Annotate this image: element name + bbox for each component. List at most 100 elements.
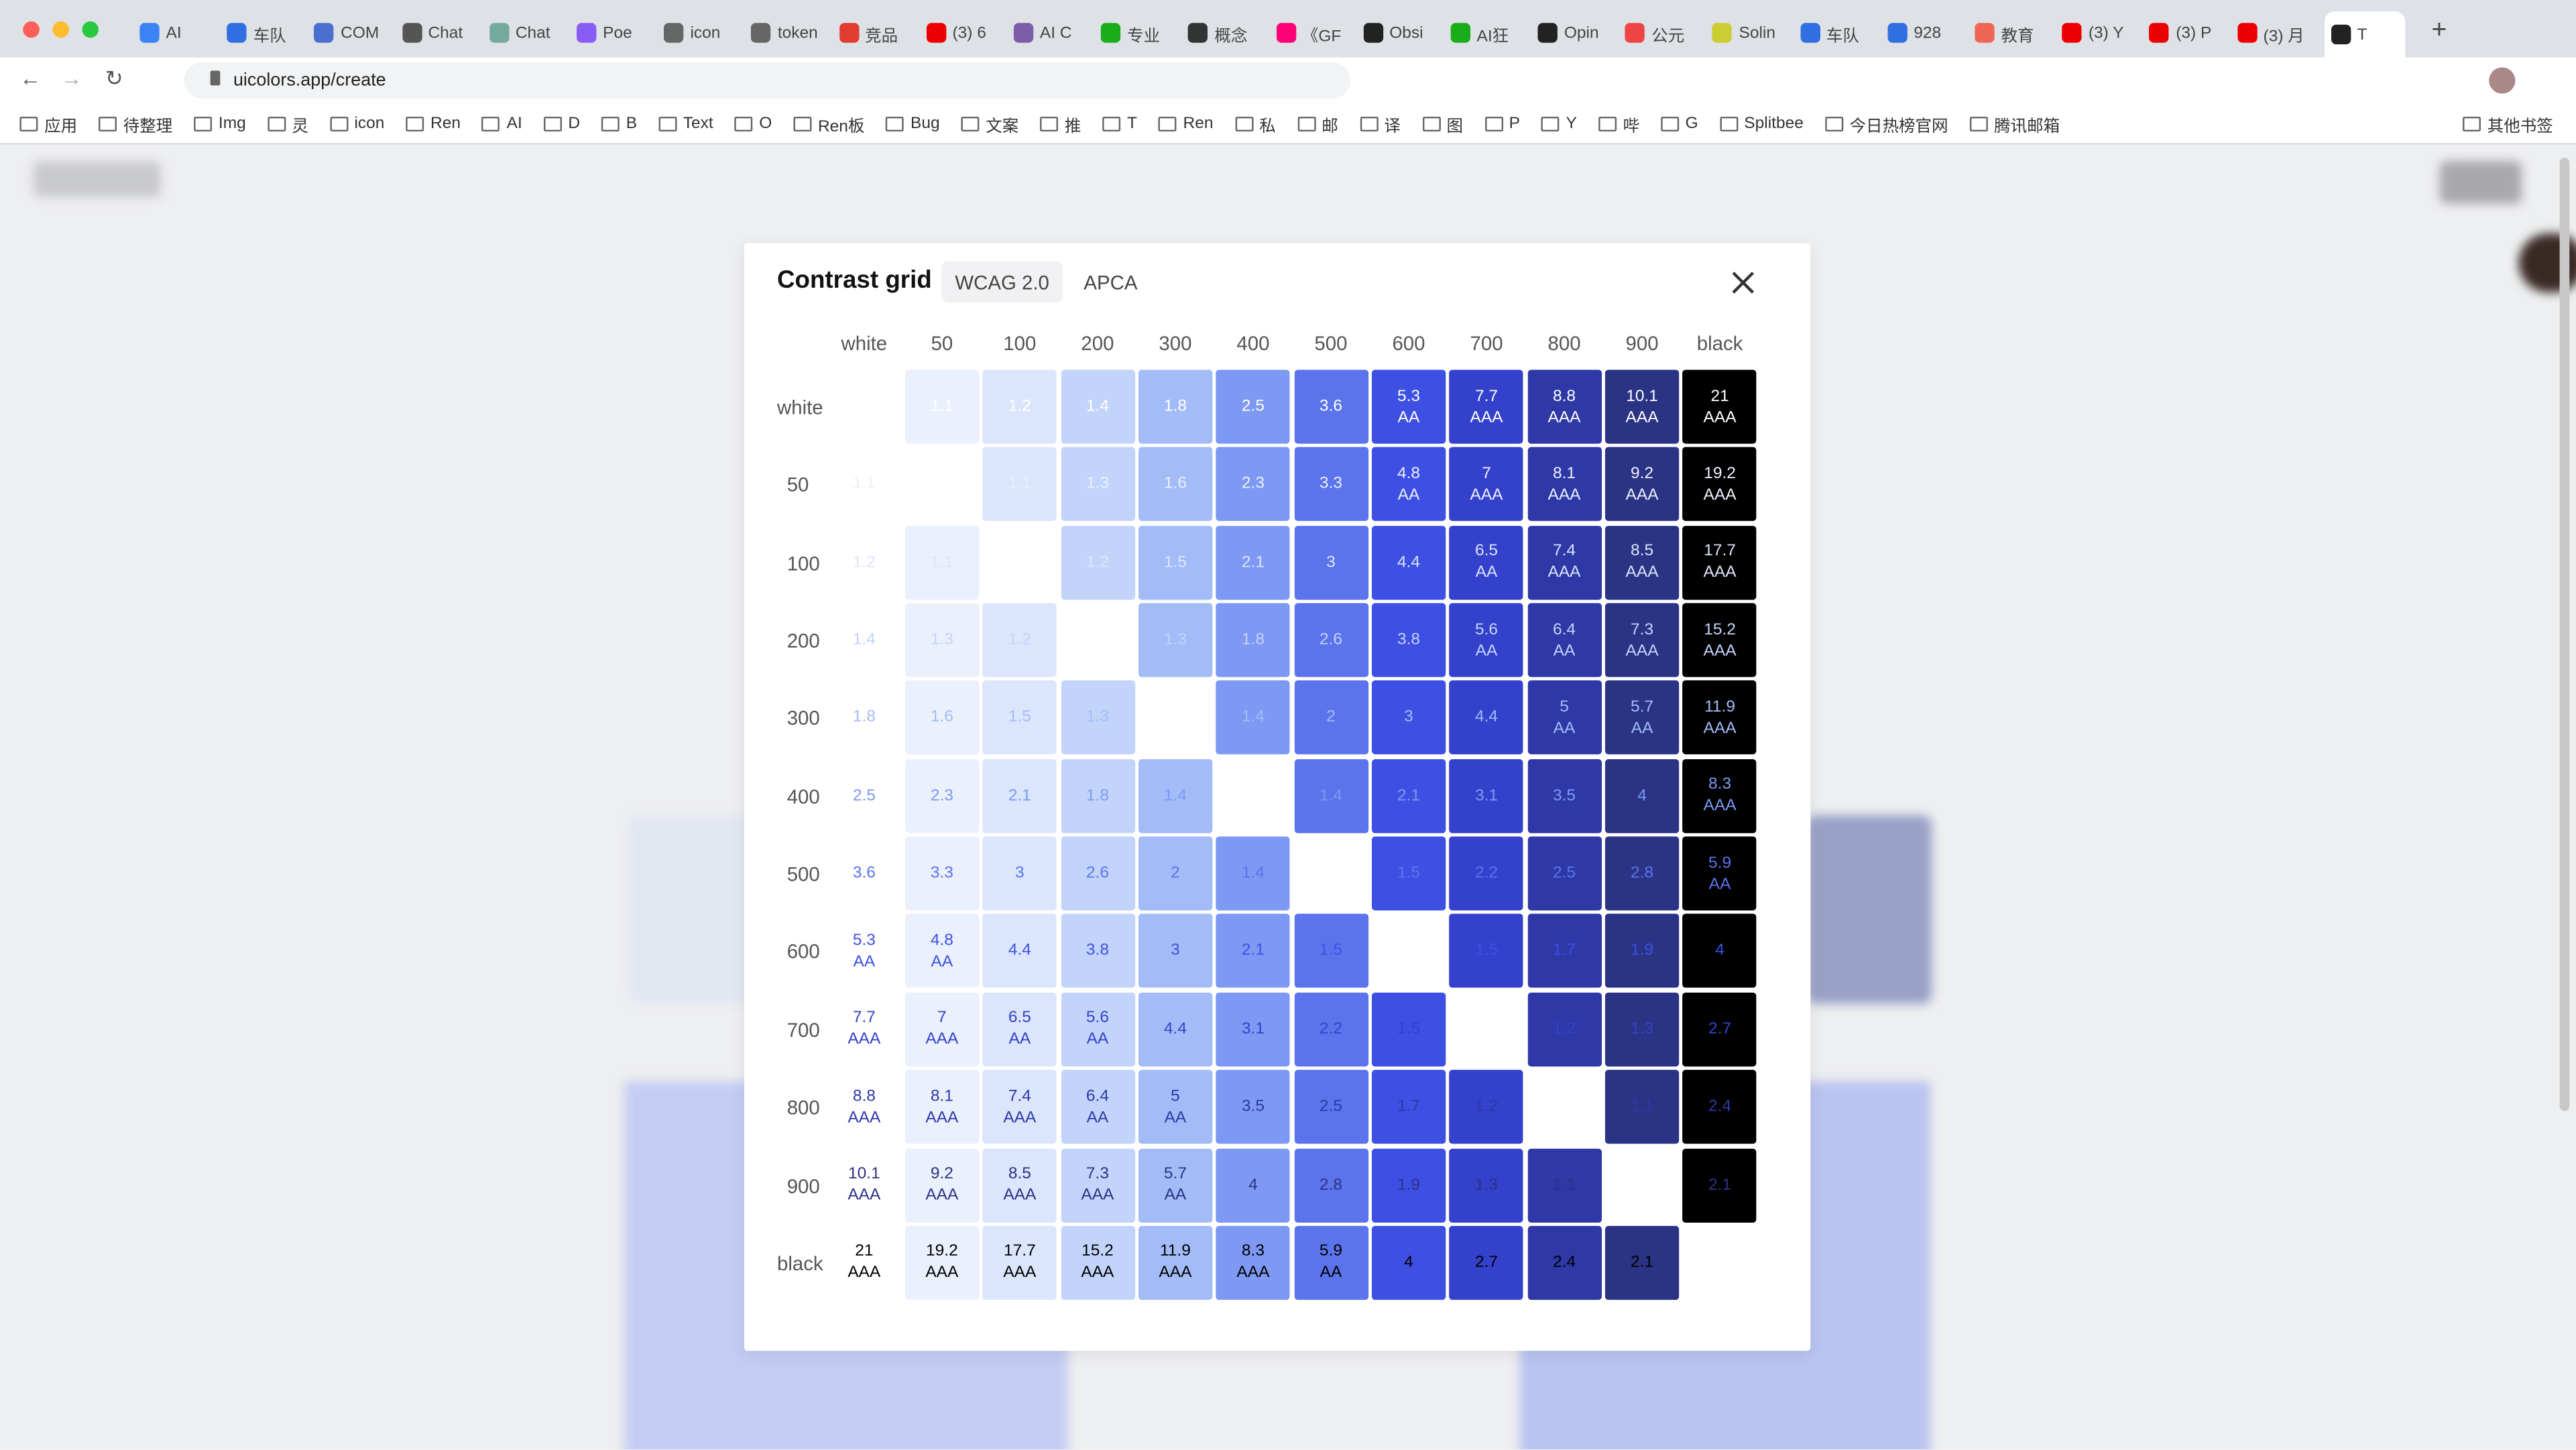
bookmark[interactable]: 图 bbox=[1421, 111, 1463, 135]
browser-tab[interactable]: 教育 bbox=[1975, 15, 2056, 51]
new-tab-button[interactable]: + bbox=[2431, 16, 2447, 45]
contrast-cell: 5.6 AA bbox=[1060, 992, 1135, 1066]
browser-tab[interactable]: AI狂 bbox=[1450, 15, 1531, 51]
contrast-ratio: 7.4 bbox=[1008, 1087, 1031, 1106]
contrast-ratio: 1.4 bbox=[1163, 787, 1187, 805]
browser-tab[interactable]: 公元 bbox=[1625, 15, 1706, 51]
bookmark[interactable]: Splitbee bbox=[1719, 114, 1804, 133]
browser-tab[interactable]: 专业 bbox=[1100, 15, 1182, 51]
zoom-window[interactable] bbox=[82, 21, 99, 38]
browser-tab[interactable]: icon bbox=[664, 15, 745, 51]
wcag-level: AA bbox=[1553, 641, 1576, 660]
browser-tab[interactable]: Chat bbox=[402, 15, 483, 51]
contrast-ratio: 2.1 bbox=[1631, 1253, 1654, 1272]
tab-icon bbox=[576, 23, 597, 43]
browser-tab[interactable]: (3) P bbox=[2150, 15, 2231, 51]
bookmark[interactable]: Y bbox=[1541, 114, 1577, 132]
contrast-cell: 2.8 bbox=[1604, 836, 1680, 911]
contrast-cell: 5.7 AA bbox=[1138, 1148, 1213, 1222]
browser-tab[interactable]: (3) 月 bbox=[2237, 15, 2318, 51]
bookmark[interactable]: P bbox=[1484, 114, 1520, 132]
bookmark[interactable]: Ren板 bbox=[793, 111, 864, 135]
browser-tab[interactable]: AI C bbox=[1013, 15, 1095, 51]
forward-button[interactable]: → bbox=[60, 66, 82, 91]
browser-tab[interactable]: 928 bbox=[1887, 15, 1969, 51]
bookmark[interactable]: 其他书签 bbox=[2462, 111, 2553, 135]
browser-tab[interactable]: AI bbox=[139, 15, 221, 51]
browser-tab[interactable]: Opin bbox=[1537, 15, 1619, 51]
bookmark[interactable]: 文案 bbox=[961, 111, 1018, 135]
contrast-ratio: 1.2 bbox=[852, 553, 876, 571]
mode-tab[interactable]: WCAG 2.0 bbox=[941, 261, 1063, 302]
tab-title: 车队 bbox=[1826, 27, 1859, 46]
contrast-ratio: 7.7 bbox=[1474, 387, 1499, 405]
contrast-ratio: 1.8 bbox=[1163, 397, 1187, 416]
bookmark[interactable]: 今日热榜官网 bbox=[1824, 111, 1948, 135]
bookmark-icon bbox=[601, 115, 620, 131]
contrast-cell: 8.8 AAA bbox=[827, 1070, 901, 1144]
bookmark[interactable]: D bbox=[543, 114, 580, 132]
bookmark[interactable]: 应用 bbox=[19, 111, 77, 135]
tab-title: Obsi bbox=[1389, 23, 1423, 42]
bookmark[interactable]: G bbox=[1660, 114, 1698, 132]
browser-tab[interactable]: token bbox=[751, 15, 833, 51]
browser-tab[interactable]: 车队 bbox=[227, 15, 308, 51]
bookmark[interactable]: 译 bbox=[1359, 111, 1401, 135]
browser-tab[interactable]: T bbox=[2324, 11, 2406, 58]
bookmark-label: B bbox=[626, 114, 638, 133]
profile-avatar[interactable] bbox=[2489, 67, 2516, 94]
bookmark[interactable]: AI bbox=[481, 114, 522, 132]
browser-tab[interactable]: 车队 bbox=[1800, 15, 1881, 51]
row-header: 500 bbox=[786, 862, 820, 886]
bookmark[interactable]: Img bbox=[194, 114, 246, 132]
bookmark[interactable]: Bug bbox=[886, 114, 940, 132]
bookmark[interactable]: 腾讯邮箱 bbox=[1969, 111, 2060, 135]
browser-tab[interactable]: (3) Y bbox=[2062, 15, 2144, 51]
wcag-level: AAA bbox=[1236, 1264, 1270, 1283]
browser-tab[interactable]: 竞品 bbox=[838, 15, 920, 51]
back-button[interactable]: ← bbox=[19, 66, 42, 91]
browser-tab[interactable]: Chat bbox=[489, 15, 571, 51]
bookmark[interactable]: B bbox=[601, 114, 637, 132]
contrast-ratio: 1.1 bbox=[930, 553, 953, 571]
bookmark[interactable]: Text bbox=[658, 114, 713, 132]
mode-tab[interactable]: APCA bbox=[1084, 270, 1138, 294]
bookmark[interactable]: 私 bbox=[1234, 111, 1276, 135]
address-bar[interactable] bbox=[184, 62, 1351, 99]
contrast-cell: 5.9 AA bbox=[1293, 1225, 1368, 1300]
minimize-window[interactable] bbox=[52, 21, 69, 38]
browser-tab[interactable]: (3) 6 bbox=[926, 15, 1007, 51]
browser-tab[interactable]: Poe bbox=[576, 15, 658, 51]
contrast-ratio: 1.4 bbox=[1241, 865, 1265, 883]
bookmark-icon bbox=[1102, 115, 1121, 131]
bookmark[interactable]: icon bbox=[329, 114, 384, 132]
browser-tab[interactable]: Obsi bbox=[1362, 15, 1444, 51]
bookmark[interactable]: Ren bbox=[406, 114, 461, 132]
bookmark-label: Splitbee bbox=[1744, 114, 1804, 133]
browser-tab[interactable]: COM bbox=[314, 15, 396, 51]
contrast-cell: 4.4 bbox=[1449, 681, 1524, 755]
scrollbar[interactable] bbox=[2559, 158, 2570, 1111]
bookmark[interactable]: Ren bbox=[1158, 114, 1214, 132]
contrast-ratio: 2.5 bbox=[1241, 397, 1265, 416]
close-window[interactable] bbox=[23, 21, 40, 38]
contrast-cell: 2.3 bbox=[1216, 447, 1291, 522]
reload-button[interactable]: ↻ bbox=[105, 66, 123, 91]
bookmark[interactable]: 哔 bbox=[1598, 111, 1639, 135]
bookmark[interactable]: O bbox=[734, 114, 772, 132]
bookmark[interactable]: 灵 bbox=[267, 111, 308, 135]
contrast-ratio: 2.1 bbox=[1708, 1176, 1732, 1194]
bookmark[interactable]: 待整理 bbox=[99, 111, 172, 135]
contrast-cell: 5.9 AA bbox=[1682, 836, 1757, 911]
bookmark[interactable]: T bbox=[1102, 114, 1137, 132]
contrast-cell: 1.2 bbox=[982, 603, 1057, 677]
contrast-ratio: 3 bbox=[1015, 865, 1024, 883]
browser-tab[interactable]: 概念 bbox=[1188, 15, 1269, 51]
contrast-cell: 4 bbox=[1216, 1148, 1291, 1222]
browser-tab[interactable]: 《GF bbox=[1275, 15, 1357, 51]
close-button[interactable] bbox=[1732, 271, 1755, 294]
bookmark[interactable]: 推 bbox=[1040, 111, 1081, 135]
browser-tab[interactable]: Solin bbox=[1712, 15, 1794, 51]
contrast-ratio: 4 bbox=[1248, 1176, 1258, 1194]
bookmark[interactable]: 邮 bbox=[1297, 111, 1338, 135]
